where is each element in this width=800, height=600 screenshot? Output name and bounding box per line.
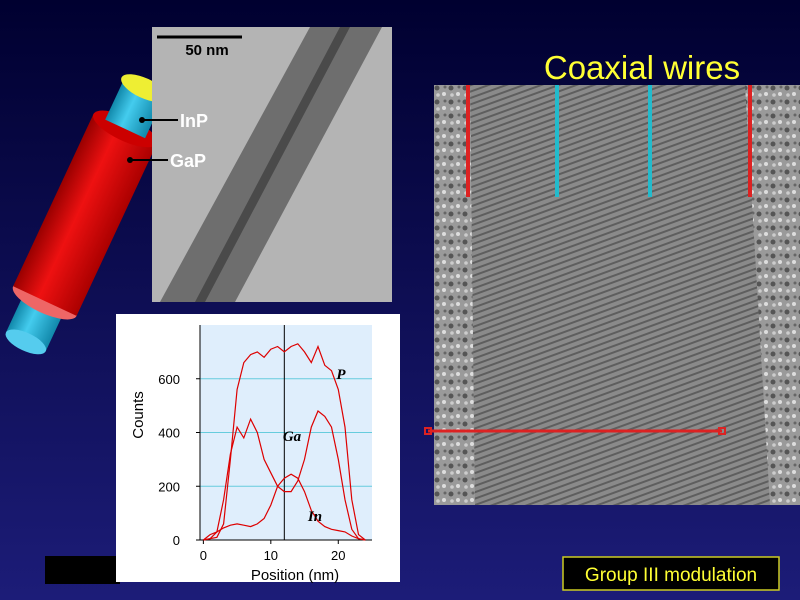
x-tick-label: 20 — [331, 548, 345, 563]
inp-label: InP — [180, 111, 208, 131]
black-bar — [45, 556, 120, 584]
plot: 0 200 400 600 0 10 20 P Ga In — [158, 325, 372, 563]
y-tick-label: 400 — [158, 426, 180, 441]
y-tick-label: 600 — [158, 372, 180, 387]
y-tick-label: 200 — [158, 479, 180, 494]
pointer-dot — [127, 157, 133, 163]
series-line — [203, 343, 366, 541]
slide-title: Coaxial wires — [544, 49, 740, 86]
curve-label: P — [336, 367, 346, 383]
scale-bar-label: 50 nm — [185, 42, 228, 59]
x-tick-label: 10 — [264, 548, 278, 563]
y-axis-label: Counts — [130, 391, 147, 439]
x-tick-label: 0 — [200, 548, 207, 563]
caption: Group III modulation — [585, 565, 757, 586]
pointer-dot — [139, 117, 145, 123]
gap-label: GaP — [170, 151, 206, 171]
y-tick-label: 0 — [173, 533, 180, 548]
tem-image: 50 nm — [152, 27, 392, 302]
series-line — [203, 410, 366, 541]
series-line — [203, 473, 366, 541]
x-axis-label: Position (nm) — [251, 567, 339, 584]
curve-label: In — [307, 509, 322, 525]
caption-box — [562, 556, 780, 591]
hrtem-image — [424, 85, 800, 505]
curve-label: Ga — [283, 429, 302, 445]
